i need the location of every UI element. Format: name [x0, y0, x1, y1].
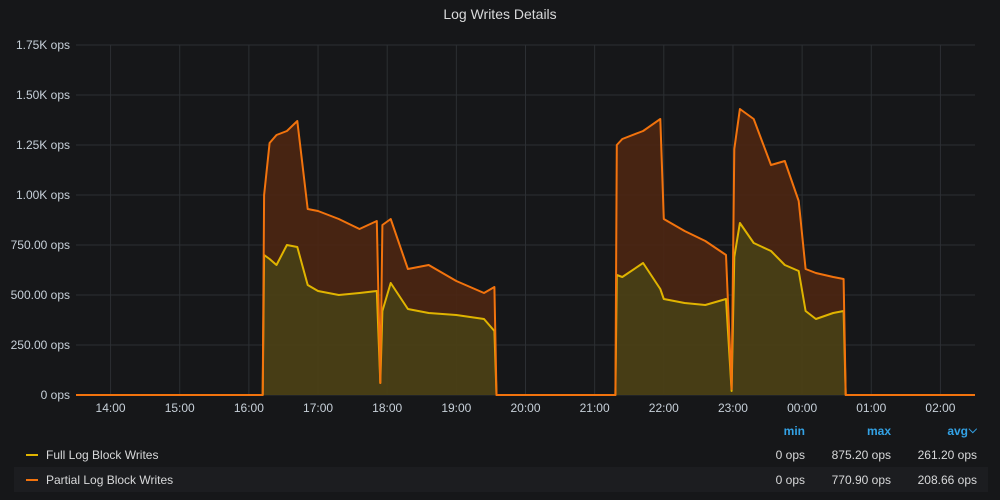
y-tick-label: 1.00K ops [16, 188, 70, 202]
area-partial-log-block-writes [76, 109, 975, 395]
x-tick-label: 19:00 [441, 401, 471, 415]
chart-area: 0 ops 250.00 ops 500.00 ops 750.00 ops 1.00K… [11, 38, 975, 415]
y-axis: 0 ops 250.00 ops 500.00 ops 750.00 ops 1.00K… [11, 38, 70, 402]
x-tick-label: 17:00 [303, 401, 333, 415]
x-tick-label: 21:00 [580, 401, 610, 415]
y-tick-label: 500.00 ops [11, 288, 70, 302]
legend-row-partial[interactable]: Partial Log Block Writes 0 ops 770.90 op… [14, 467, 988, 492]
legend-swatch-partial[interactable] [26, 479, 38, 481]
y-tick-label: 1.50K ops [16, 88, 70, 102]
x-tick-label: 22:00 [649, 401, 679, 415]
x-tick-label: 15:00 [165, 401, 195, 415]
panel-title[interactable]: Log Writes Details [443, 6, 557, 22]
x-tick-label: 18:00 [372, 401, 402, 415]
legend-header-max[interactable]: max [866, 424, 891, 438]
chevron-down-icon[interactable]: ⌵ [968, 424, 977, 436]
y-tick-label: 250.00 ops [11, 338, 70, 352]
legend-series-name[interactable]: Full Log Block Writes [46, 448, 159, 462]
x-tick-label: 01:00 [856, 401, 886, 415]
legend-min-value: 0 ops [775, 448, 805, 462]
x-tick-label: 16:00 [234, 401, 264, 415]
legend-header: min max avg ⌵ [14, 420, 988, 442]
legend-row-full[interactable]: Full Log Block Writes 0 ops 875.20 ops 2… [14, 442, 988, 467]
x-tick-label: 14:00 [96, 401, 126, 415]
legend-min-value: 0 ops [775, 473, 805, 487]
x-tick-label: 20:00 [510, 401, 540, 415]
legend-avg-value: 208.66 ops [917, 473, 977, 487]
legend-header-min[interactable]: min [783, 424, 805, 438]
legend-avg-value: 261.20 ops [917, 448, 977, 462]
legend: min max avg ⌵ Full Log Block Writes 0 op… [14, 420, 988, 492]
series-areas [76, 109, 975, 395]
y-tick-label: 1.25K ops [16, 138, 70, 152]
legend-max-value: 875.20 ops [831, 448, 891, 462]
y-tick-label: 0 ops [41, 388, 70, 402]
y-tick-label: 750.00 ops [11, 238, 70, 252]
line-partial-log-block-writes [76, 108, 975, 396]
y-tick-label: 1.75K ops [16, 38, 70, 52]
x-tick-label: 02:00 [925, 401, 955, 415]
series-lines [76, 108, 975, 396]
x-tick-label: 23:00 [718, 401, 748, 415]
legend-series-name[interactable]: Partial Log Block Writes [46, 473, 174, 487]
x-axis: 14:00 15:00 16:00 17:00 18:00 19:00 20:00 21:00… [96, 401, 956, 415]
legend-swatch-full[interactable] [26, 454, 38, 456]
x-tick-label: 00:00 [787, 401, 817, 415]
area-full-log-block-writes [76, 223, 975, 395]
legend-max-value: 770.90 ops [831, 473, 891, 487]
legend-header-avg[interactable]: avg [947, 424, 968, 438]
